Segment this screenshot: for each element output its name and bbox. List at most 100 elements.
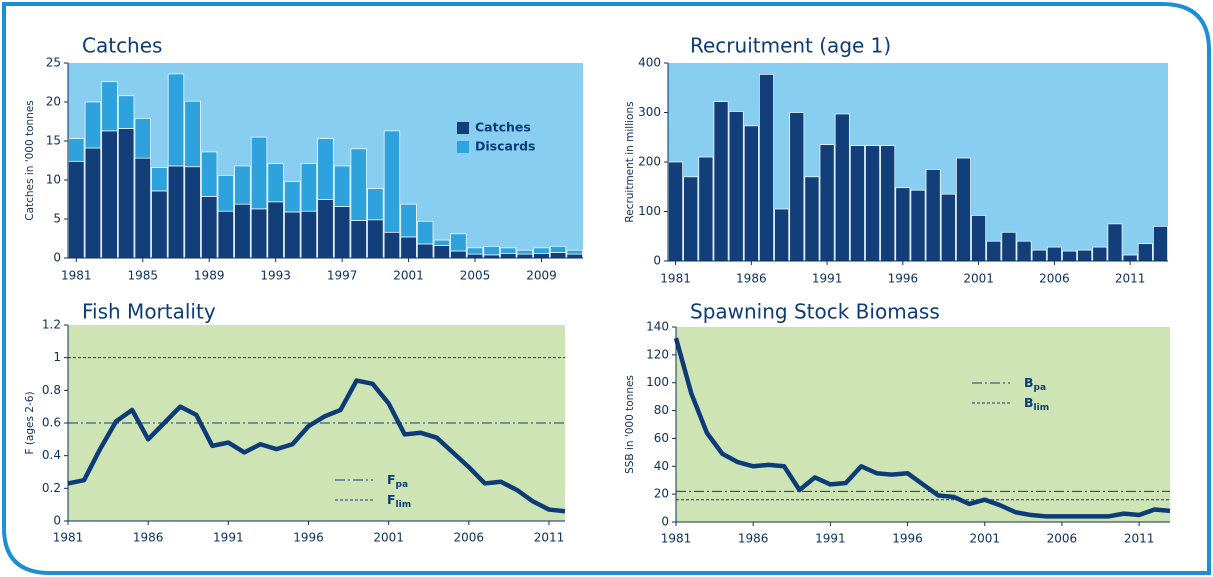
x-tick-label: 2006 (1047, 532, 1078, 546)
x-tick-label: 2011 (1115, 272, 1146, 286)
legend-name: B (1024, 375, 1034, 390)
bar (450, 233, 467, 252)
bar (466, 253, 484, 259)
bar (300, 210, 318, 259)
bar (201, 151, 218, 197)
bar (234, 203, 251, 259)
bar (400, 236, 417, 259)
bar (1152, 226, 1168, 262)
legend-swatch (457, 141, 469, 153)
y-tick-label: 1 (53, 350, 61, 364)
legend-label: Fpa (387, 472, 408, 490)
y-tick-label: 0.2 (42, 481, 61, 495)
y-tick-label: 5 (53, 212, 61, 226)
bar (819, 144, 835, 262)
legend-name: F (387, 472, 396, 487)
bar (101, 81, 118, 132)
bar (743, 125, 759, 262)
y-axis-label: Catches in '000 tonnes (24, 100, 36, 221)
bar (217, 210, 234, 259)
x-tick-label: 2001 (393, 269, 424, 283)
legend-swatch (457, 122, 469, 134)
bar (167, 165, 185, 259)
x-tick-label: 1993 (260, 269, 291, 283)
x-tick-label: 1986 (133, 531, 164, 545)
x-tick-label: 2009 (526, 269, 557, 283)
bar (500, 247, 517, 254)
legend-label: Discards (475, 139, 536, 154)
x-tick-label: 1996 (293, 531, 324, 545)
bar (804, 176, 820, 262)
bar (549, 252, 567, 259)
bar (350, 148, 367, 221)
bar (774, 208, 790, 262)
bar (250, 136, 268, 210)
y-tick-label: 25 (46, 56, 61, 70)
bar (317, 138, 334, 200)
legend-subscript: lim (396, 500, 412, 510)
x-tick-label: 1991 (213, 531, 244, 545)
bar (713, 101, 729, 262)
y-tick-label: 120 (646, 347, 669, 361)
y-tick-label: 0.6 (42, 416, 61, 430)
bar (433, 245, 450, 259)
y-tick-label: 0.4 (42, 448, 61, 462)
plot-background (676, 327, 1170, 522)
y-tick-label: 1.2 (42, 318, 61, 332)
x-tick-label: 1986 (736, 272, 767, 286)
legend-label: Catches (475, 120, 531, 135)
bar (84, 101, 102, 149)
bar (910, 189, 926, 262)
bar (84, 147, 102, 259)
bar (184, 100, 201, 168)
bar (956, 157, 971, 262)
bar (417, 243, 434, 259)
bar (234, 165, 251, 205)
bar (68, 138, 85, 162)
bar (1016, 240, 1032, 262)
x-tick-label: 1991 (812, 272, 843, 286)
y-axis-label: F (ages 2-6) (24, 391, 36, 454)
bar (151, 167, 168, 192)
bar (500, 252, 517, 259)
bar (971, 215, 987, 262)
bar (466, 247, 484, 255)
y-tick-label: 200 (638, 155, 661, 169)
legend-subscript: pa (396, 480, 409, 490)
bar (184, 166, 201, 259)
y-tick-label: 40 (654, 459, 669, 473)
bar (533, 247, 550, 254)
bar (668, 161, 684, 262)
y-tick-label: 0 (53, 514, 61, 528)
bar (117, 95, 135, 129)
y-tick-label: 60 (654, 431, 669, 445)
bar (417, 220, 434, 245)
y-tick-label: 10 (46, 173, 61, 187)
bar (1077, 249, 1093, 262)
bar (865, 145, 880, 262)
y-axis-label: Recruitment in millions (624, 101, 636, 222)
bar (516, 253, 534, 259)
y-tick-label: 140 (646, 320, 669, 334)
data-line (67, 378, 566, 514)
bar (789, 112, 805, 262)
bar (433, 239, 450, 246)
bar (284, 211, 301, 259)
bar (1062, 250, 1077, 262)
legend-label: Flim (387, 492, 411, 510)
bar (1092, 246, 1108, 262)
bar (134, 118, 151, 159)
x-tick-label: 2006 (454, 531, 485, 545)
chart-title: Spawning Stock Biomass (690, 300, 940, 324)
y-tick-label: 0 (661, 515, 669, 529)
bar (333, 206, 351, 259)
y-tick-label: 0 (53, 251, 61, 265)
bar (367, 188, 384, 221)
bar (350, 220, 367, 259)
bar (516, 249, 534, 255)
x-tick-label: 2001 (963, 272, 994, 286)
bar (1031, 249, 1047, 262)
y-tick-label: 15 (46, 134, 61, 148)
x-tick-label: 1981 (660, 272, 691, 286)
bar (300, 163, 318, 212)
